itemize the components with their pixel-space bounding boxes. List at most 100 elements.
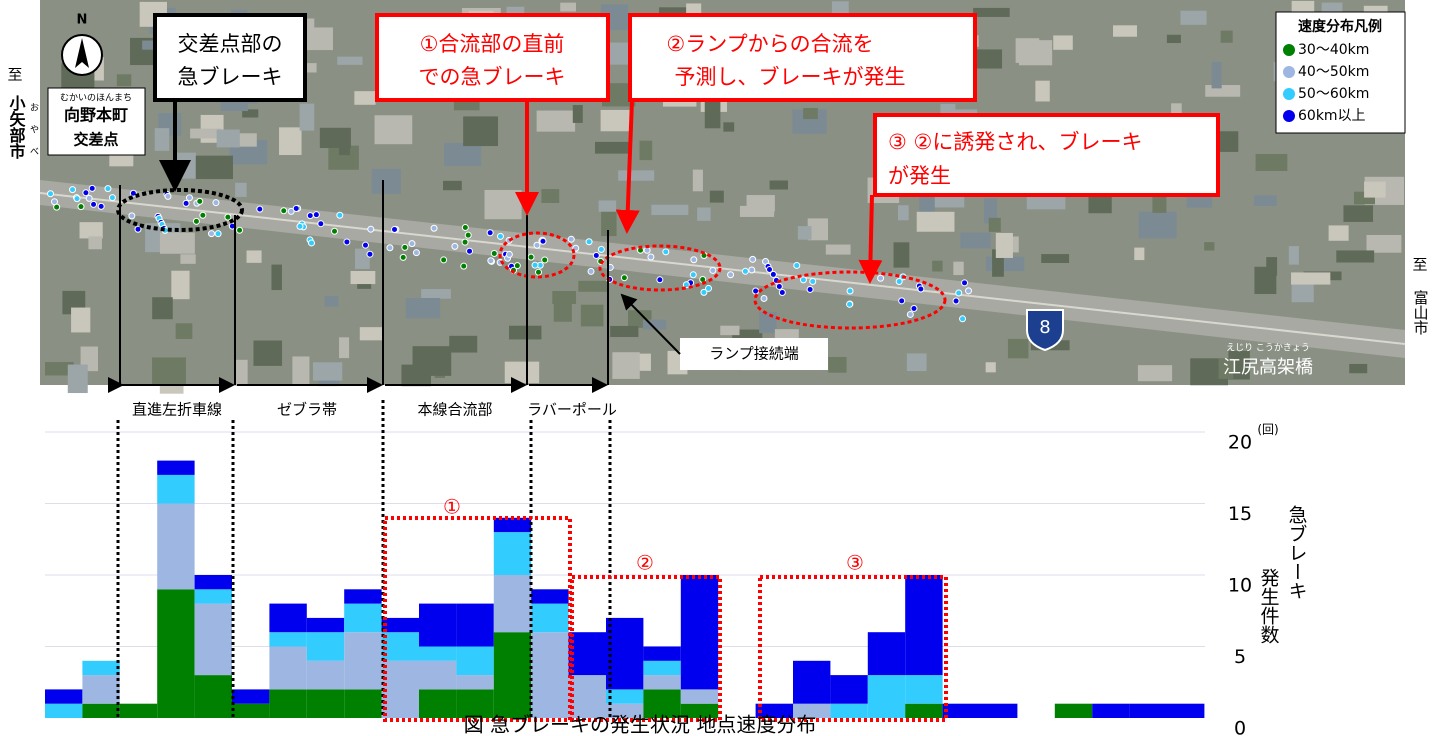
speed-dot	[847, 301, 853, 307]
bar-segment	[1055, 704, 1092, 718]
bar-segment	[868, 632, 905, 675]
bar-segment	[494, 532, 531, 575]
legend-marker	[1283, 88, 1295, 100]
speed-dot	[776, 283, 782, 289]
building	[463, 116, 498, 146]
speed-dot	[362, 242, 368, 248]
speed-dot	[74, 196, 80, 202]
speed-dot	[918, 286, 924, 292]
bar-segment	[643, 675, 680, 689]
legend-title: 速度分布凡例	[1298, 18, 1382, 35]
y-tick-label: 20	[1228, 432, 1252, 454]
bar-segment	[494, 632, 531, 718]
building	[360, 327, 384, 340]
building	[279, 127, 302, 155]
building	[828, 357, 846, 373]
building	[1329, 225, 1349, 240]
speed-dot	[488, 258, 494, 264]
building	[152, 297, 173, 319]
building	[1138, 365, 1172, 381]
speed-dot	[257, 206, 263, 212]
building	[705, 100, 721, 129]
section-labels: 直進左折車線 ゼブラ帯 本線合流部 ラバーポール	[132, 401, 617, 419]
intersection-name: 交差点	[73, 131, 118, 149]
bar-segment	[157, 475, 194, 504]
speed-dot	[83, 190, 89, 196]
y-tick-label: 5	[1234, 646, 1246, 668]
building	[271, 265, 281, 291]
speed-dot	[409, 241, 415, 247]
building	[196, 156, 233, 179]
speed-dot	[487, 230, 493, 236]
building	[351, 271, 376, 284]
building	[235, 183, 247, 197]
speed-dot	[534, 242, 540, 248]
y-unit: (回)	[1257, 423, 1278, 437]
building	[578, 281, 608, 292]
speed-dot	[644, 247, 650, 253]
speed-dot	[197, 198, 203, 204]
building	[917, 212, 955, 232]
bar-segment	[344, 689, 381, 718]
speed-dot	[105, 186, 111, 192]
legend-marker	[1283, 110, 1295, 122]
bar-segment	[606, 618, 643, 690]
speed-dot	[297, 223, 303, 229]
bar-segment	[419, 647, 456, 661]
bar-segment	[307, 618, 344, 632]
building	[337, 57, 362, 65]
bar-segment	[157, 589, 194, 718]
building	[68, 365, 88, 393]
building	[485, 190, 522, 219]
building	[640, 141, 653, 160]
note: ①合流部の直前	[420, 32, 565, 56]
building	[71, 308, 90, 333]
building	[986, 257, 1024, 272]
speed-dot	[367, 251, 373, 257]
legend-label: 40～50km	[1298, 64, 1369, 80]
building	[443, 181, 462, 190]
building	[693, 170, 703, 192]
speed-dot	[193, 218, 199, 224]
left-to: 至	[7, 66, 22, 84]
building	[1113, 25, 1137, 36]
speed-dot	[48, 191, 54, 197]
building	[1204, 242, 1214, 250]
speed-dot	[847, 288, 853, 294]
bar-segment	[307, 689, 344, 718]
bar-segment	[82, 661, 119, 675]
ruby: えじり こうかきょう	[1226, 343, 1310, 354]
bar-segment	[905, 704, 942, 718]
building	[723, 122, 734, 131]
building	[509, 326, 541, 340]
speed-dot	[810, 278, 816, 284]
bar-segment	[45, 704, 82, 718]
speed-dot	[91, 201, 97, 207]
section-label: ゼブラ帯	[277, 401, 337, 419]
building	[740, 206, 774, 217]
speed-dot	[911, 305, 917, 311]
note: ③ ②に誘発され、ブレーキ	[888, 130, 1143, 154]
speed-dot	[767, 266, 773, 272]
speed-dot	[400, 254, 406, 260]
chart-title: 図 急ブレーキの発生状況 地点速度分布	[464, 713, 817, 736]
building	[1289, 246, 1299, 265]
speed-dot	[337, 212, 343, 218]
speed-dot	[293, 205, 299, 211]
building	[599, 200, 616, 211]
north: N	[77, 13, 88, 28]
bar-segment	[419, 604, 456, 647]
ruby: や	[30, 125, 39, 136]
speed-dot	[542, 257, 548, 263]
speed-dot	[528, 254, 534, 260]
building	[541, 189, 559, 203]
building	[1053, 35, 1073, 49]
speed-dot	[387, 245, 393, 251]
building	[803, 108, 818, 119]
ramp-end: ランプ接続端	[709, 345, 799, 363]
speed-dot	[586, 239, 592, 245]
note: ②ランプからの合流を	[666, 32, 873, 56]
bar-segment	[868, 675, 905, 718]
speed-dot	[89, 185, 95, 191]
